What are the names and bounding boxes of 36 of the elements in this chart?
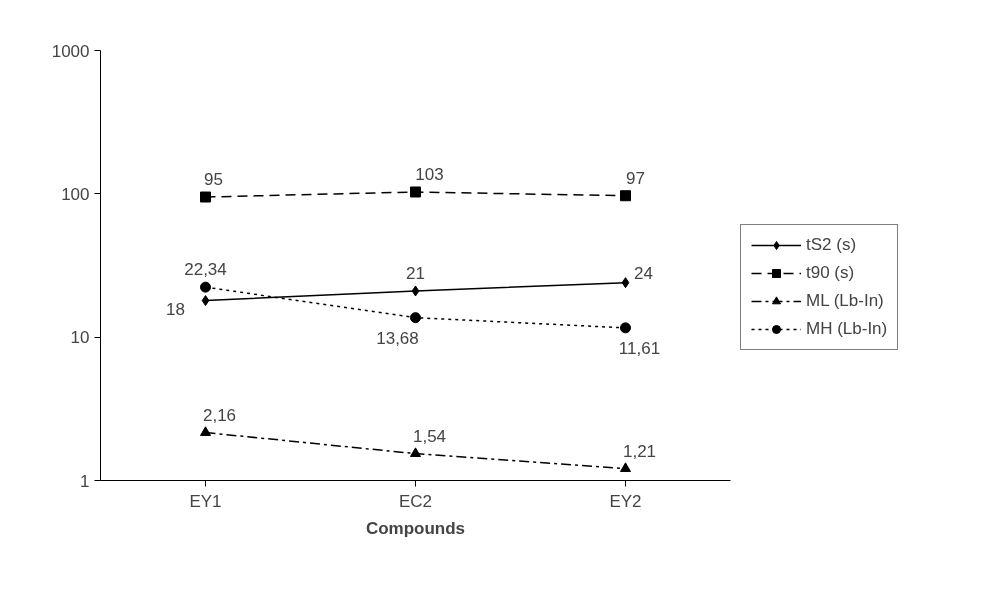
data-label: 95 (204, 170, 223, 190)
x-tick-label: EY2 (609, 491, 642, 511)
point (620, 322, 631, 334)
data-label: 13,68 (376, 328, 419, 348)
point (411, 285, 420, 297)
y-tick-label: 1000 (51, 41, 90, 61)
data-label: 97 (626, 168, 645, 188)
y-tick-label: 1 (80, 471, 90, 491)
x-tick-label: EY1 (189, 491, 222, 511)
legend-label: t90 (s) (806, 263, 855, 283)
point (200, 191, 211, 203)
data-label: 22,34 (184, 260, 227, 280)
point (201, 295, 210, 307)
data-label: 1,54 (412, 426, 447, 446)
legend-label: ML (Lb-In) (806, 291, 884, 311)
legend-label: tS2 (s) (806, 235, 857, 255)
data-label: 103 (415, 164, 444, 184)
y-tick-label: 100 (61, 184, 90, 204)
data-label: 24 (634, 263, 653, 283)
y-tick-label: 10 (70, 328, 90, 348)
point (410, 312, 421, 324)
data-label: 1,21 (622, 441, 657, 461)
point (200, 426, 211, 436)
point (620, 462, 631, 473)
data-label: 2,16 (202, 405, 237, 425)
x-axis-title: Compounds (365, 518, 466, 538)
point (620, 190, 631, 202)
point (410, 186, 421, 198)
data-label: 11,61 (618, 338, 661, 358)
point (410, 447, 421, 458)
legend-label: MH (Lb-In) (806, 319, 888, 339)
point (621, 277, 630, 289)
data-label: 21 (406, 263, 425, 283)
point (200, 281, 211, 293)
x-tick-label: EC2 (398, 491, 433, 511)
data-label: 18 (166, 299, 185, 319)
